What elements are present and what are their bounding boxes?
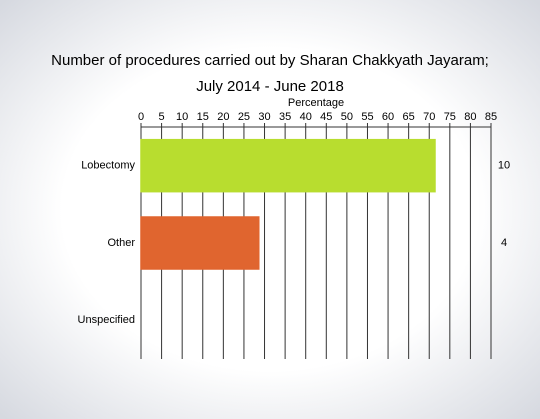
bar: [140, 138, 436, 193]
x-tick-label: 55: [361, 111, 373, 123]
x-tick-label: 0: [138, 111, 144, 123]
x-tick-label: 50: [341, 111, 353, 123]
x-tick-label: 70: [423, 111, 435, 123]
y-tick-label: Unspecified: [78, 314, 135, 326]
x-tick-label: 5: [159, 111, 165, 123]
x-tick-label: 30: [258, 111, 270, 123]
x-tick-label: 85: [485, 111, 497, 123]
count-label: 10: [498, 160, 510, 172]
x-tick-label: 25: [238, 111, 250, 123]
chart-subtitle: July 2014 - June 2018: [196, 78, 344, 95]
x-axis-label: Percentage: [288, 97, 344, 109]
x-tick-label: 20: [217, 111, 229, 123]
bar: [140, 216, 260, 270]
count-label: 4: [501, 237, 507, 249]
x-tick-label: 40: [300, 111, 312, 123]
x-tick-label: 15: [197, 111, 209, 123]
x-tick-label: 75: [444, 111, 456, 123]
x-tick-label: 10: [176, 111, 188, 123]
y-tick-label: Lobectomy: [81, 160, 135, 172]
x-tick-label: 80: [464, 111, 476, 123]
chart-title: Number of procedures carried out by Shar…: [51, 52, 489, 69]
x-tick-label: 65: [403, 111, 415, 123]
x-tick-label: 45: [320, 111, 332, 123]
x-tick-label: 60: [382, 111, 394, 123]
x-tick-label: 35: [279, 111, 291, 123]
y-tick-label: Other: [107, 237, 135, 249]
